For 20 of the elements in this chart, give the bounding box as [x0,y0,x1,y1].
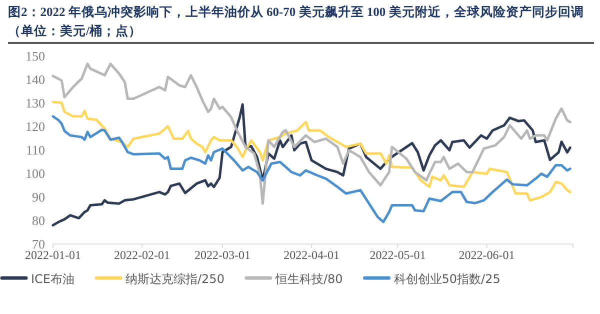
legend-label: 恒生科技/80 [274,272,343,286]
x-tick-label: 2022-06-01 [458,248,515,262]
y-tick-label: 120 [26,119,45,134]
y-tick-label: 90 [32,190,45,204]
y-tick-label: 100 [26,166,45,181]
y-tick-label: 110 [26,142,45,158]
y-tick-label: 150 [26,48,45,64]
y-tick-label: 140 [26,72,45,87]
line-series [52,100,572,202]
x-tick-label: 2022-05-01 [370,248,426,262]
y-tick-label: 80 [32,213,45,228]
x-tick-label: 2022-04-01 [284,248,340,262]
x-tick-label: 2022-03-01 [194,248,251,262]
y-tick-label: 130 [26,96,45,110]
line-series [52,62,572,205]
legend-label: 纳斯达克综指/250 [126,272,224,286]
chart-title: 图2：2022 年俄乌冲突影响下，上半年油价从 60-70 美元飙升至 100 美元附近，全球风险资产同步回调（单位：美元/桶；点） [8,4,585,40]
legend-label: ICE布油 [31,272,74,286]
legend-label: 科创创业50指数/25 [394,272,500,286]
x-tick-label: 2022-02-01 [114,248,170,262]
